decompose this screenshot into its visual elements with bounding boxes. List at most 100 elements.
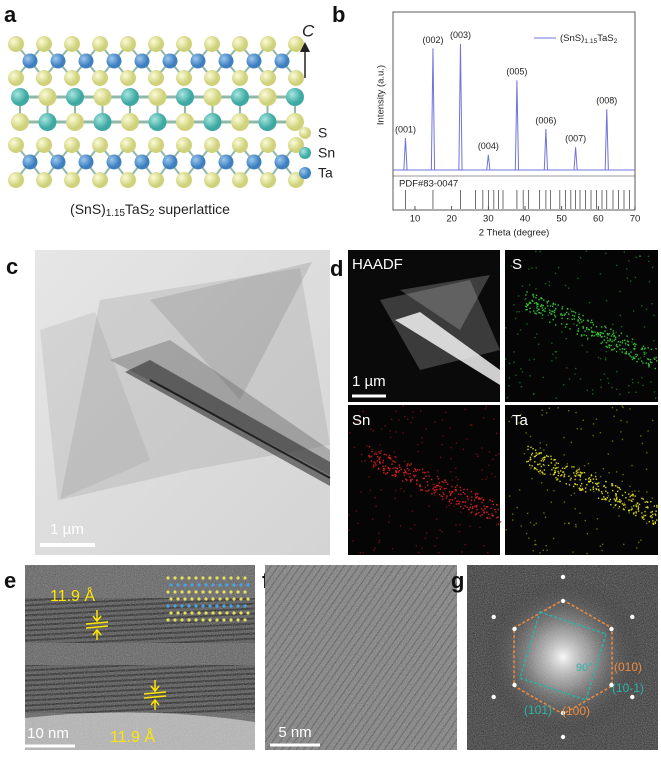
map-dot-sn: [441, 444, 443, 446]
map-dot-ta: [646, 522, 648, 524]
map-dot-sn: [431, 483, 434, 486]
map-dot-sn: [379, 444, 381, 446]
map-dot-ta: [603, 485, 605, 488]
map-dot-sn: [460, 511, 462, 513]
map-dot-ta: [615, 498, 618, 500]
map-dot-sn: [374, 547, 376, 549]
map-dot-s: [619, 341, 621, 343]
map-dot-s: [635, 355, 637, 358]
map-dot-s: [534, 312, 536, 314]
map-dot-s: [521, 371, 524, 373]
map-dot-ta: [655, 514, 657, 516]
map-dot-ta: [518, 489, 521, 491]
map-dot-ta: [579, 479, 581, 481]
map-dot-sn: [413, 524, 416, 526]
fft-image: [467, 565, 658, 750]
map-dot-ta: [630, 509, 632, 511]
crystal-structure: [8, 36, 304, 188]
map-dot-s: [648, 260, 650, 263]
map-dot-ta: [644, 514, 647, 517]
map-dot-sn: [380, 428, 383, 430]
map-dot-ta: [622, 504, 625, 506]
map-dot-s: [609, 339, 611, 341]
map-dot-sn: [433, 483, 435, 486]
peak-label: (003): [450, 30, 471, 40]
map-dot-ta: [647, 501, 649, 503]
map-dot-s: [612, 330, 615, 332]
map-dot-s: [543, 309, 545, 311]
inset-atom: [208, 590, 212, 594]
map-dot-ta: [638, 490, 640, 492]
map-dot-sn: [394, 489, 397, 492]
map-dot-sn: [460, 506, 462, 508]
map-dot-s: [580, 335, 583, 337]
map-dot-s: [612, 349, 614, 351]
map-dot-s: [600, 386, 602, 388]
inset-atom: [229, 576, 233, 580]
map-dot-s: [635, 391, 637, 393]
peak: [486, 154, 491, 171]
map-dot-sn: [437, 489, 439, 491]
peak: [458, 43, 463, 171]
map-dot-sn: [373, 549, 375, 551]
map-dot-ta: [613, 498, 615, 500]
map-dot-sn: [368, 445, 371, 448]
map-dot-ta: [554, 471, 557, 473]
map-dot-ta: [567, 522, 570, 524]
map-dot-ta: [550, 462, 553, 464]
map-dot-s: [605, 357, 607, 359]
map-dot-ta: [598, 482, 600, 484]
flake: [395, 312, 500, 385]
atom-sn: [231, 88, 249, 106]
map-dot-ta: [641, 497, 643, 499]
map-dot-ta: [622, 406, 624, 409]
map-dot-s: [648, 364, 650, 366]
map-dot-s: [508, 377, 510, 379]
map-dot-ta: [579, 471, 582, 473]
peak: [543, 128, 548, 171]
legend-swatch: [299, 147, 311, 159]
plot-frame: [392, 11, 636, 211]
map-dot-sn: [455, 503, 457, 505]
map-dot-s: [521, 285, 524, 287]
map-dot-s: [583, 334, 585, 336]
inset-atom: [236, 604, 240, 608]
map-dot-ta: [555, 462, 558, 464]
map-dot-ta: [646, 506, 649, 508]
map-dot-sn: [478, 496, 480, 499]
map-dot-s: [526, 323, 528, 325]
map-dot-ta: [607, 492, 609, 494]
map-dot-s: [647, 358, 650, 361]
map-dot-sn: [495, 523, 498, 526]
map-dot-sn: [485, 478, 487, 480]
map-dot-sn: [499, 521, 502, 523]
map-dot-sn: [458, 530, 461, 533]
text-run: superlattice: [154, 201, 230, 217]
inset-atom: [190, 583, 194, 587]
map-dot-sn: [410, 495, 412, 497]
map-dot-ta: [576, 469, 578, 471]
map-dot-s: [619, 344, 621, 346]
map-dot-sn: [370, 460, 373, 462]
map-dot-ta: [542, 457, 545, 459]
map-dot-s: [599, 357, 602, 360]
map-dot-ta: [619, 501, 621, 503]
map-dot-s: [547, 314, 549, 316]
map-dot-sn: [495, 454, 497, 456]
map-dot-s: [528, 284, 531, 286]
map-dot-ta: [651, 497, 654, 499]
atom-s: [38, 88, 57, 106]
peak-label: (007): [565, 134, 586, 144]
map-dot-ta: [635, 512, 637, 514]
map-dot-s: [573, 315, 576, 317]
atom-s: [232, 36, 248, 52]
inset-atom: [211, 583, 215, 587]
map-dot-s: [593, 335, 595, 337]
map-dot-s: [535, 301, 537, 304]
map-dot-s: [519, 382, 521, 384]
map-dot-ta: [621, 494, 624, 497]
map-dot-sn: [413, 470, 415, 473]
map-dot-s: [654, 367, 656, 370]
map-dot-s: [554, 303, 556, 306]
